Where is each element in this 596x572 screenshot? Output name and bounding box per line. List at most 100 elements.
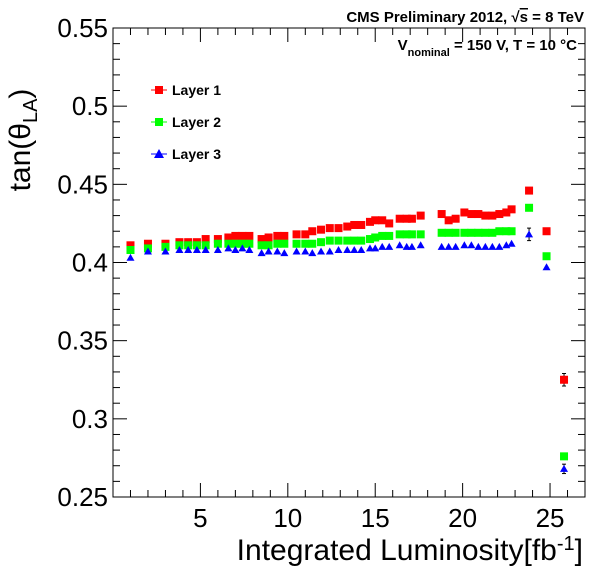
x-tick-label: 5 <box>193 503 207 533</box>
data-point <box>317 225 326 234</box>
y-axis-title: tan(θLA) <box>4 89 42 192</box>
data-point <box>213 235 222 244</box>
data-point <box>201 241 210 250</box>
data-point <box>467 228 476 237</box>
data-point <box>301 230 310 239</box>
data-point <box>273 239 282 248</box>
data-point <box>371 233 380 242</box>
data-point <box>264 233 273 242</box>
data-point <box>560 375 569 384</box>
data-point <box>308 249 317 257</box>
data-point <box>385 219 394 228</box>
data-point <box>407 214 416 223</box>
data-point <box>488 242 497 250</box>
series-layer-2 <box>126 203 569 461</box>
data-point <box>280 239 289 248</box>
data-point <box>280 231 289 240</box>
data-point <box>201 235 210 244</box>
data-point <box>292 230 301 239</box>
data-point <box>378 231 387 240</box>
data-point <box>213 245 222 253</box>
data-point <box>402 242 411 250</box>
data-point <box>238 231 247 240</box>
data-point <box>325 247 334 255</box>
data-point <box>467 241 476 249</box>
x-tick-label: 25 <box>536 503 565 533</box>
data-point <box>308 227 317 236</box>
legend-layer3-label: Layer 3 <box>172 146 221 162</box>
data-point <box>175 241 184 250</box>
data-point <box>385 242 394 250</box>
data-point <box>184 241 193 250</box>
data-point <box>525 203 534 212</box>
data-point <box>224 233 233 242</box>
data-point <box>343 245 352 253</box>
data-point <box>474 242 483 250</box>
data-point <box>308 239 317 248</box>
data-point <box>273 231 282 240</box>
y-tick-label: 0.35 <box>57 326 108 356</box>
data-point <box>371 216 380 225</box>
data-point <box>224 239 233 248</box>
data-point <box>371 244 380 252</box>
data-point <box>444 228 453 237</box>
y-tick-label: 0.25 <box>57 482 108 512</box>
data-point <box>257 249 266 257</box>
plot-frame <box>112 27 586 498</box>
conditions-label: Vnominal = 150 V, T = 10 °C <box>398 37 578 59</box>
data-point <box>407 230 416 239</box>
data-point <box>451 228 460 237</box>
data-point <box>334 236 343 245</box>
data-point <box>474 228 483 237</box>
y-tick-label: 0.55 <box>57 13 108 43</box>
data-point <box>525 230 534 238</box>
data-point <box>126 241 135 250</box>
data-point <box>437 242 446 250</box>
data-point <box>365 235 374 244</box>
data-point <box>325 236 334 245</box>
data-point <box>334 224 343 233</box>
data-point <box>474 210 483 219</box>
data-point <box>273 247 282 255</box>
data-point <box>192 245 201 253</box>
data-point <box>542 263 551 271</box>
y-tick-label: 0.3 <box>72 404 108 434</box>
data-point <box>245 231 254 240</box>
data-point <box>245 245 254 253</box>
data-point <box>175 245 184 253</box>
data-point <box>481 242 490 250</box>
legend-layer3-marker <box>154 149 164 158</box>
legend: Layer 1 Layer 2 Layer 3 <box>151 82 221 162</box>
data-point <box>481 211 490 220</box>
legend-layer2-marker <box>155 118 163 126</box>
y-tick-labels: 0.25 0.3 0.35 0.4 0.45 0.5 0.55 <box>57 13 108 512</box>
data-point <box>488 228 497 237</box>
data-point <box>542 252 551 261</box>
data-point <box>350 236 359 245</box>
data-points <box>126 186 569 475</box>
data-point <box>343 236 352 245</box>
data-point <box>143 239 152 248</box>
data-point <box>245 239 254 248</box>
data-point <box>292 239 301 248</box>
data-point <box>467 210 476 219</box>
data-point <box>495 242 504 250</box>
data-point <box>357 236 366 245</box>
data-point <box>292 247 301 255</box>
data-point <box>301 239 310 248</box>
data-point <box>126 253 135 261</box>
data-point <box>507 239 516 247</box>
data-point <box>525 186 534 195</box>
data-point <box>343 222 352 231</box>
data-point <box>213 239 222 248</box>
data-point <box>395 230 404 239</box>
x-tick-label: 15 <box>361 503 390 533</box>
data-point <box>460 208 469 217</box>
y-tick-label: 0.5 <box>72 91 108 121</box>
data-point <box>407 242 416 250</box>
data-point <box>350 220 359 229</box>
data-point <box>357 220 366 229</box>
data-point <box>264 247 273 255</box>
data-point <box>257 241 266 250</box>
